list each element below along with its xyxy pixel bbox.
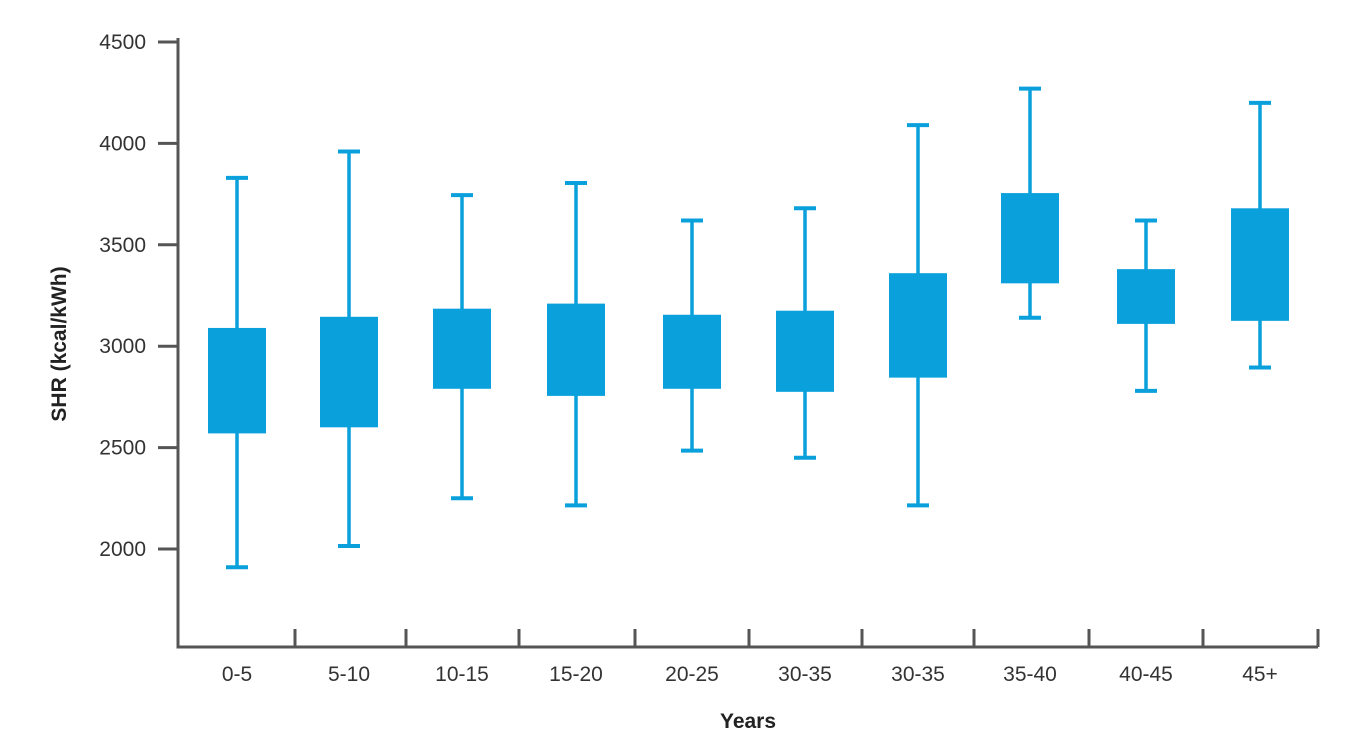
box-5 [663, 218, 721, 453]
box-body [208, 327, 266, 434]
box-3 [433, 193, 491, 501]
box-body [1231, 208, 1289, 321]
y-tick-label: 2000 [99, 538, 146, 561]
x-tick-label: 5-10 [328, 663, 370, 686]
x-tick-label: 30-35 [891, 663, 945, 686]
box-body [889, 273, 947, 378]
axes-group [158, 38, 1320, 649]
y-tick-label: 4000 [99, 132, 146, 155]
x-tick-label: 40-45 [1119, 663, 1173, 686]
y-tick-label: 4500 [99, 31, 146, 54]
labels-group: 2000 2500 3000 3500 4000 4500 0-5 5-10 10-15 15-2… [99, 31, 1278, 686]
box-body [320, 316, 378, 428]
x-tick-label: 10-15 [435, 663, 489, 686]
box-body [1001, 193, 1059, 284]
box-6 [776, 206, 834, 460]
x-tick-label: 0-5 [222, 663, 252, 686]
x-tick-label: 15-20 [549, 663, 603, 686]
x-tick-label: 45+ [1242, 663, 1278, 686]
x-tick-label: 30-35 [778, 663, 832, 686]
box-10 [1231, 100, 1289, 370]
box-8 [1001, 86, 1059, 320]
box-body [1117, 269, 1175, 324]
y-tick-label: 3500 [99, 234, 146, 257]
y-axis-title: SHR (kcal/kWh) [48, 266, 71, 421]
box-body [776, 310, 834, 392]
box-body [663, 314, 721, 389]
box-1 [208, 175, 266, 570]
box-body [433, 308, 491, 389]
x-tick-label: 35-40 [1003, 663, 1057, 686]
x-tick-label: 20-25 [665, 663, 719, 686]
y-tick-label: 2500 [99, 437, 146, 460]
box-4 [547, 180, 605, 508]
boxes-group [208, 86, 1289, 570]
box-7 [889, 123, 947, 508]
box-9 [1117, 218, 1175, 393]
box-body [547, 303, 605, 396]
y-tick-label: 3000 [99, 335, 146, 358]
x-axis-title: Years [720, 710, 776, 733]
box-2 [320, 149, 378, 548]
